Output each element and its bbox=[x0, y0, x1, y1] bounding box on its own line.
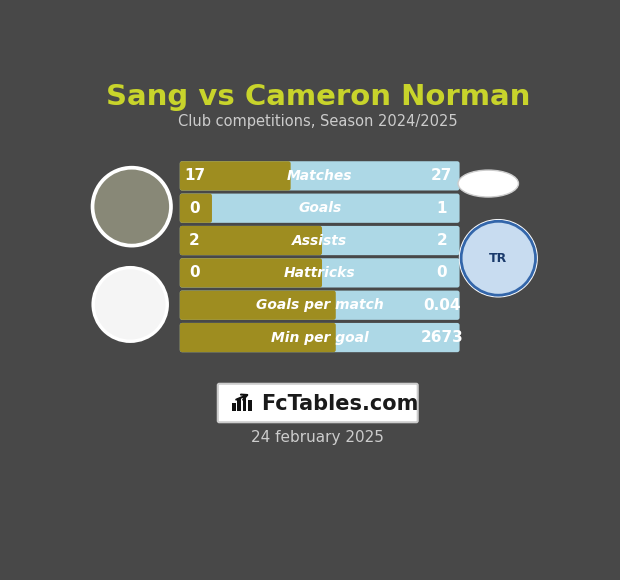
Text: 2: 2 bbox=[189, 233, 200, 248]
Circle shape bbox=[93, 168, 170, 245]
Text: Min per goal: Min per goal bbox=[271, 331, 368, 345]
Text: Matches: Matches bbox=[287, 169, 352, 183]
FancyBboxPatch shape bbox=[180, 258, 459, 288]
Text: Club competitions, Season 2024/2025: Club competitions, Season 2024/2025 bbox=[178, 114, 458, 129]
Text: 0: 0 bbox=[189, 201, 200, 216]
Circle shape bbox=[92, 266, 169, 343]
FancyBboxPatch shape bbox=[180, 194, 459, 223]
Circle shape bbox=[94, 269, 167, 340]
FancyBboxPatch shape bbox=[218, 384, 418, 422]
FancyBboxPatch shape bbox=[180, 291, 336, 320]
Text: 27: 27 bbox=[431, 168, 453, 183]
Text: Assists: Assists bbox=[292, 234, 347, 248]
Ellipse shape bbox=[458, 170, 518, 197]
Circle shape bbox=[91, 166, 173, 248]
Text: TR: TR bbox=[489, 252, 507, 264]
Bar bbox=[232, 403, 236, 411]
FancyBboxPatch shape bbox=[180, 291, 459, 320]
Text: 17: 17 bbox=[184, 168, 205, 183]
Circle shape bbox=[461, 222, 536, 295]
Bar bbox=[242, 394, 247, 411]
FancyBboxPatch shape bbox=[180, 258, 322, 288]
Text: Sang vs Cameron Norman: Sang vs Cameron Norman bbox=[105, 82, 530, 111]
Text: 24 february 2025: 24 february 2025 bbox=[251, 430, 384, 445]
Text: Goals: Goals bbox=[298, 201, 342, 215]
FancyBboxPatch shape bbox=[180, 194, 212, 223]
FancyBboxPatch shape bbox=[180, 161, 291, 190]
Text: Goals per match: Goals per match bbox=[256, 298, 384, 312]
Circle shape bbox=[459, 219, 538, 298]
FancyBboxPatch shape bbox=[180, 323, 336, 352]
FancyBboxPatch shape bbox=[180, 161, 459, 190]
Text: 1: 1 bbox=[436, 201, 447, 216]
Bar bbox=[237, 398, 241, 411]
Text: 2: 2 bbox=[436, 233, 447, 248]
FancyBboxPatch shape bbox=[180, 226, 322, 255]
FancyBboxPatch shape bbox=[180, 226, 459, 255]
FancyBboxPatch shape bbox=[180, 323, 459, 352]
Text: FcTables.com: FcTables.com bbox=[261, 394, 418, 414]
Text: 0.04: 0.04 bbox=[423, 298, 461, 313]
Text: Hattricks: Hattricks bbox=[284, 266, 355, 280]
Text: 2673: 2673 bbox=[420, 330, 463, 345]
Bar bbox=[248, 400, 252, 411]
Text: 0: 0 bbox=[436, 266, 447, 280]
Text: 0: 0 bbox=[189, 266, 200, 280]
